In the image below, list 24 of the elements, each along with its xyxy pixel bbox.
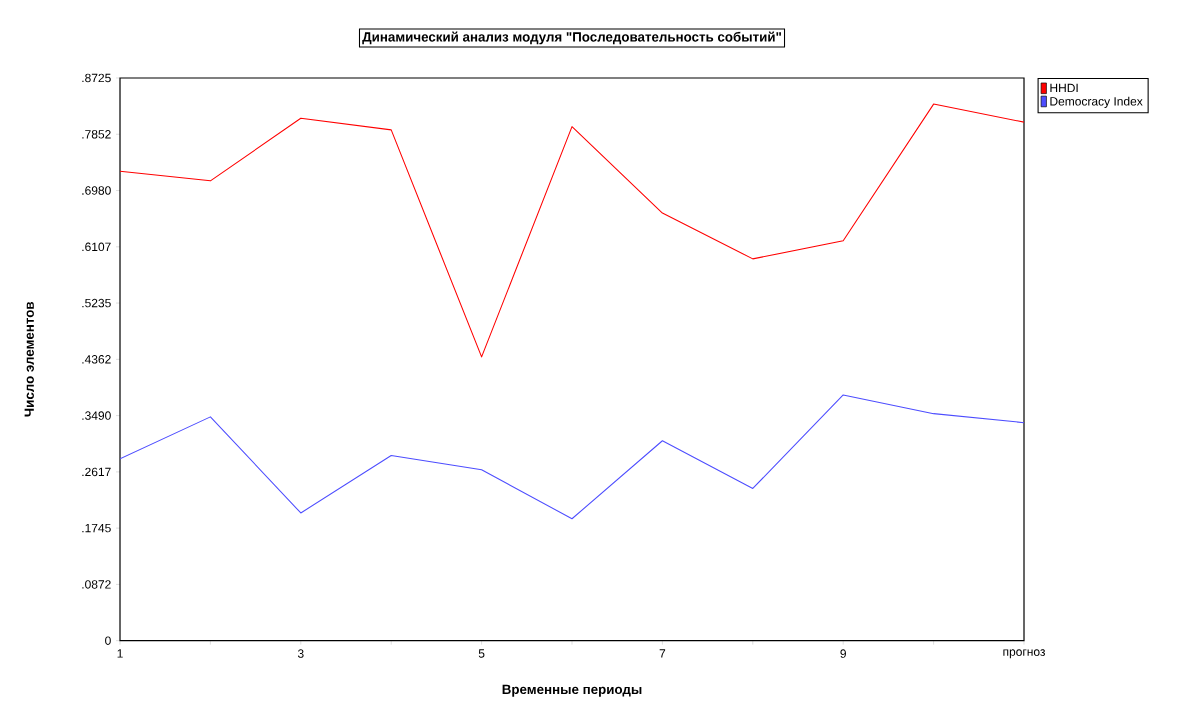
x-tick-label: 3 bbox=[297, 649, 304, 658]
y-tick-label: 0 bbox=[105, 636, 111, 645]
x-tick-label: 5 bbox=[478, 649, 485, 658]
y-tick-label: .6980 bbox=[82, 186, 111, 195]
x-tick-label: прогноз bbox=[1003, 649, 1046, 659]
chart-title: Динамический анализ модуля "Последовательность событий" bbox=[362, 31, 781, 45]
y-tick-label: .4362 bbox=[82, 355, 111, 364]
x-axis-title: Временные периоды bbox=[502, 684, 642, 697]
y-tick-label: .0872 bbox=[82, 580, 111, 589]
y-tick-label: .6107 bbox=[82, 242, 111, 252]
legend-label: Democracy Index bbox=[1050, 96, 1143, 108]
line-series bbox=[120, 103, 1024, 358]
y-tick-label: .1745 bbox=[82, 523, 111, 533]
x-tick-label: 1 bbox=[117, 649, 123, 658]
line-series bbox=[120, 394, 1024, 520]
legend-label: HHDI bbox=[1050, 83, 1078, 93]
x-tick-label: 9 bbox=[840, 649, 846, 658]
y-tick-label: .7852 bbox=[82, 130, 111, 139]
y-tick-label: .8725 bbox=[82, 73, 111, 83]
x-tick-label: 7 bbox=[659, 649, 666, 658]
y-tick-label: .2617 bbox=[82, 467, 111, 477]
y-tick-label: .3490 bbox=[82, 411, 111, 420]
y-axis-title: Число элементов bbox=[24, 301, 34, 417]
y-tick-label: .5235 bbox=[82, 298, 111, 308]
